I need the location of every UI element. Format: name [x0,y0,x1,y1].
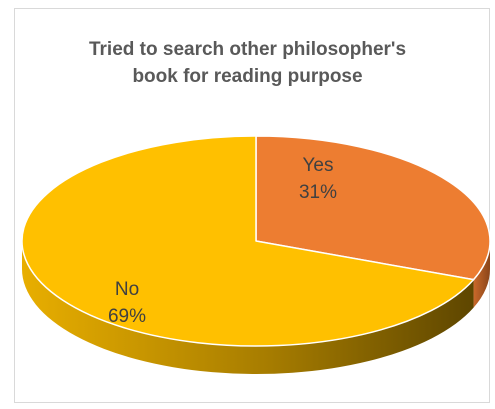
chart-title-line-1: Tried to search other philosopher's [88,39,407,60]
slice-percent-no: 69% [108,306,146,327]
chart-title: Tried to search other philosopher's book… [0,36,495,90]
slice-label-no: No [115,279,139,300]
pie-label-group: Yes 31% No 69% [108,155,337,327]
chart-title-line-2: book for reading purpose [132,66,363,87]
pie-side-group [21,241,490,374]
pie-side-yes [473,241,490,308]
pie-slice-yes [255,135,491,281]
pie-slice-no [21,135,475,347]
pie-side-no [21,241,474,374]
pie-top-group [21,135,491,347]
slice-label-yes: Yes [303,155,334,176]
slice-percent-yes: 31% [299,182,337,203]
